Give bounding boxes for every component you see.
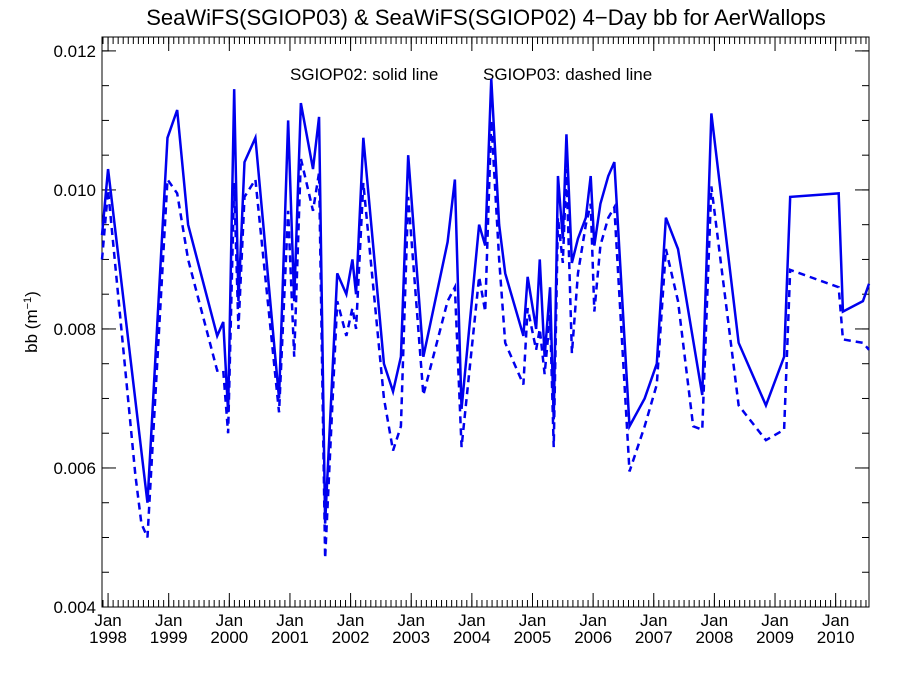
x-tick-month: Jan [822, 611, 849, 630]
annotation-sgiop02: SGIOP02: solid line [290, 65, 438, 84]
series-layer [100, 78, 871, 559]
x-tick-year: 2007 [635, 628, 673, 647]
x-tick-month: Jan [276, 611, 303, 630]
x-tick-year: 2009 [756, 628, 794, 647]
x-tick-year: 2002 [332, 628, 370, 647]
x-tick-month: Jan [701, 611, 728, 630]
x-tick-year: 2010 [817, 628, 855, 647]
y-tick-label: 0.004 [53, 598, 96, 617]
series-line-sgiop02 [100, 78, 871, 524]
x-tick-month: Jan [761, 611, 788, 630]
x-tick-year: 2006 [574, 628, 612, 647]
y-axis-label-sup: −1 [22, 297, 34, 310]
y-tick-label: 0.006 [53, 459, 96, 478]
x-tick-year: 2003 [392, 628, 430, 647]
x-tick-month: Jan [155, 611, 182, 630]
x-tick-month: Jan [94, 611, 121, 630]
x-tick-year: 2008 [695, 628, 733, 647]
x-tick-month: Jan [579, 611, 606, 630]
x-tick-month: Jan [337, 611, 364, 630]
y-axis-label-end: ) [22, 291, 41, 297]
plot-frame [101, 36, 870, 608]
x-tick-year: 2005 [514, 628, 552, 647]
x-tick-year: 2004 [453, 628, 491, 647]
x-tick-month: Jan [640, 611, 667, 630]
x-tick-month: Jan [216, 611, 243, 630]
x-tick-month: Jan [519, 611, 546, 630]
x-tick-year: 1998 [89, 628, 127, 647]
y-axis-ticks: 0.004 0.006 0.008 0.010 0.012 [53, 42, 869, 617]
x-tick-year: 2001 [271, 628, 309, 647]
y-tick-label: 0.010 [53, 181, 96, 200]
y-axis-label-main: bb (m [22, 309, 41, 352]
y-tick-label: 0.008 [53, 320, 96, 339]
annotation-sgiop03: SGIOP03: dashed line [483, 65, 652, 84]
x-tick-month: Jan [458, 611, 485, 630]
y-axis-label: bb (m−1) [22, 291, 41, 353]
x-tick-year: 1999 [150, 628, 188, 647]
chart-title: SeaWiFS(SGIOP03) & SeaWiFS(SGIOP02) 4−Da… [146, 5, 826, 30]
x-tick-month: Jan [398, 611, 425, 630]
y-tick-label: 0.012 [53, 42, 96, 61]
x-axis-ticks: Jan1998Jan1999Jan2000Jan2001Jan2002Jan20… [89, 37, 867, 647]
series-line-sgiop03 [100, 120, 870, 559]
x-tick-year: 2000 [210, 628, 248, 647]
